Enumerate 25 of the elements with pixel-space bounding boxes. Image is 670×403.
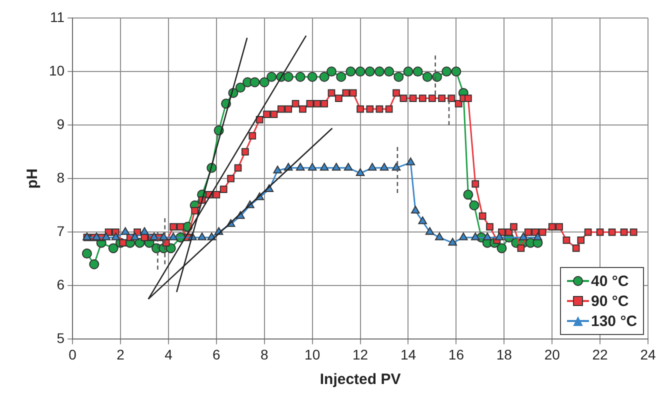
- y-tick-label: 7: [56, 222, 65, 239]
- x-tick-label: 8: [260, 346, 268, 362]
- legend-label: 40 °C: [591, 272, 629, 290]
- y-axis-title: pH: [24, 168, 42, 189]
- y-tick-label: 5: [56, 330, 65, 346]
- x-tick-label: 2: [116, 346, 125, 362]
- x-tick-label: 24: [640, 346, 656, 362]
- y-tick-label: 9: [56, 116, 65, 132]
- x-tick-label: 10: [304, 346, 320, 362]
- x-tick-label: 16: [448, 346, 464, 362]
- legend-label: 90 °C: [591, 292, 629, 310]
- x-tick-label: 14: [400, 346, 416, 362]
- x-tick-label: 18: [496, 346, 512, 362]
- y-tick-label: 10: [48, 62, 65, 78]
- y-tick-label: 11: [50, 8, 65, 25]
- x-tick-label: 22: [592, 346, 608, 362]
- x-tick-label: 6: [212, 346, 221, 362]
- x-tick-label: 20: [544, 346, 560, 362]
- x-tick-label: 0: [68, 346, 77, 362]
- x-tick-label: 12: [352, 346, 368, 362]
- y-tick-label: 6: [56, 276, 65, 293]
- x-axis-title: Injected PV: [320, 371, 401, 388]
- y-tick-label: 8: [56, 169, 65, 186]
- x-tick-label: 4: [164, 346, 173, 362]
- legend-label: 130 °C: [591, 312, 638, 330]
